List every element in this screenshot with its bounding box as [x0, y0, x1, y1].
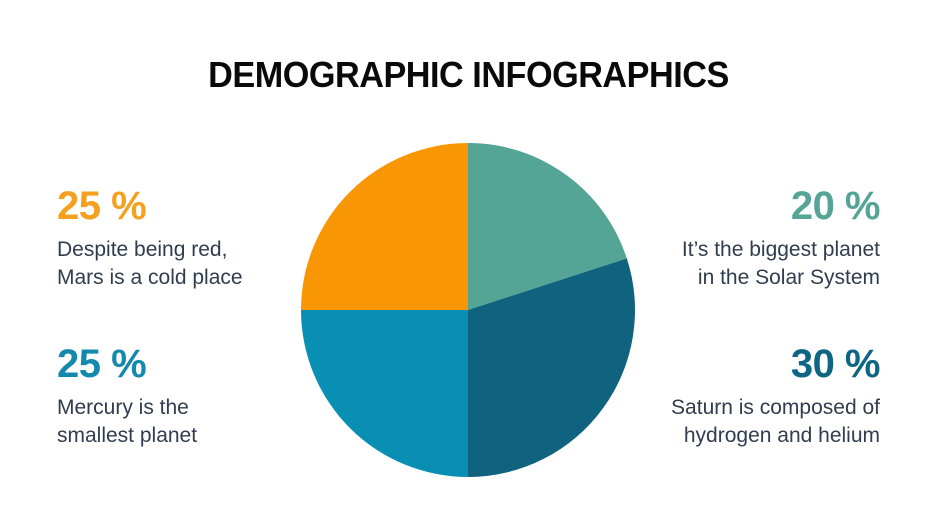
- callout-mercury-line1: Mercury is the: [57, 396, 189, 419]
- callout-mercury: 25 % Mercury is the smallest planet: [57, 344, 317, 449]
- callout-saturn-percentage: 30 %: [790, 342, 881, 386]
- callout-jupiter-line2: in the Solar System: [697, 265, 880, 289]
- pie-slice: [301, 310, 468, 477]
- callout-mercury-description: Mercury is the smallest planet: [57, 394, 317, 449]
- pie-chart-svg: [301, 143, 636, 477]
- callout-saturn-line1: Saturn is composed of: [671, 396, 880, 419]
- callout-jupiter-line1: It’s the biggest planet: [681, 238, 880, 261]
- callout-saturn-description: Saturn is composed of hydrogen and heliu…: [620, 394, 880, 449]
- pie-slice: [468, 258, 636, 477]
- callout-jupiter-percentage: 20 %: [790, 184, 881, 228]
- callout-jupiter-description: It’s the biggest planet in the Solar Sys…: [620, 236, 880, 291]
- callout-mars: 25 % Despite being red, Mars is a cold p…: [57, 186, 317, 291]
- callout-mars-description: Despite being red, Mars is a cold place: [57, 236, 317, 291]
- pie-chart: [301, 143, 636, 477]
- callout-mars-line2: Mars is a cold place: [57, 265, 243, 289]
- callout-mercury-line2: smallest planet: [57, 423, 198, 447]
- page-title: DEMOGRAPHIC INFOGRAPHICS: [208, 54, 729, 95]
- pie-slice: [301, 143, 468, 310]
- pie-slice: [468, 143, 627, 310]
- callout-mercury-percentage: 25 %: [57, 342, 147, 386]
- callout-mars-percentage: 25 %: [57, 184, 147, 228]
- callout-saturn-line2: hydrogen and helium: [683, 423, 880, 447]
- callout-jupiter: 20 % It’s the biggest planet in the Sola…: [620, 184, 881, 291]
- callout-saturn: 30 % Saturn is composed of hydrogen and …: [620, 344, 880, 449]
- callout-mars-line1: Despite being red,: [57, 238, 228, 261]
